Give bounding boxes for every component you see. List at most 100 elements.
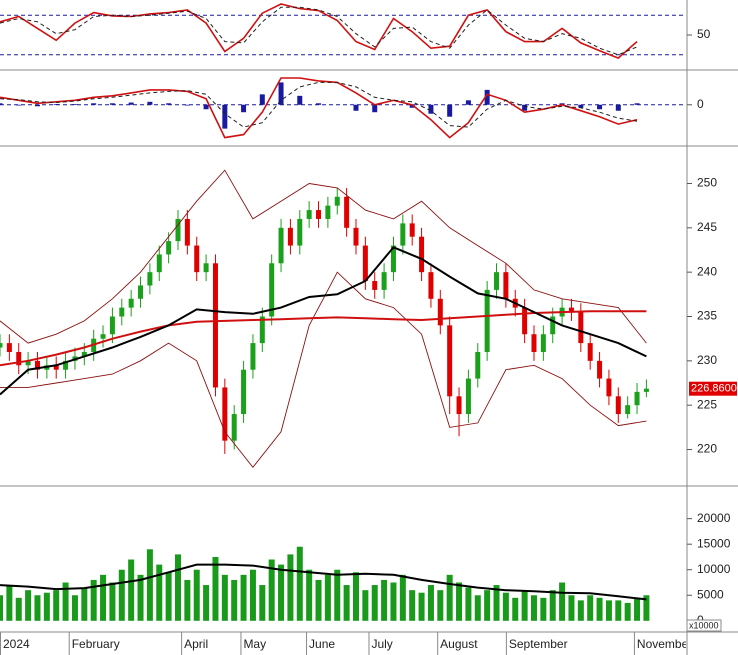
candle-body: [109, 316, 115, 335]
plot-area: 2024 February April May June July August Septem…: [0, 3, 686, 655]
volume-bar: [456, 582, 463, 621]
candle-body: [100, 334, 106, 339]
candle-body: [184, 218, 190, 246]
candle-body: [550, 316, 556, 335]
candle-body: [447, 325, 453, 397]
histogram-bar: [16, 104, 22, 106]
volume-bar: [259, 585, 266, 621]
volume-bar: [315, 579, 322, 621]
volume-bar: [62, 582, 69, 621]
candle-body: [568, 307, 574, 313]
candle-body: [522, 307, 528, 335]
candle-body: [390, 245, 396, 273]
histogram-bar: [0, 103, 3, 105]
candle-body: [400, 223, 406, 246]
histogram-bar: [372, 104, 378, 113]
volume-bar: [100, 574, 107, 621]
volume-bar: [240, 574, 247, 621]
volume-bar: [193, 569, 200, 621]
price-tag: [689, 381, 737, 396]
volume-bar: [53, 590, 60, 621]
volume-bar: [15, 597, 22, 621]
candle-body: [344, 196, 350, 228]
candle-body: [606, 378, 612, 397]
candle-body: [241, 369, 247, 415]
candle-body: [297, 218, 303, 246]
candle-body: [437, 298, 443, 326]
volume-bar: [81, 587, 88, 621]
candle-body: [625, 405, 631, 415]
candle-body: [643, 388, 649, 392]
volume-bar: [577, 600, 584, 621]
series-line: [0, 246, 647, 396]
volume-bar: [90, 579, 97, 621]
candle-body: [597, 360, 603, 379]
volume-bar: [493, 585, 500, 621]
volume-bar: [278, 564, 285, 621]
candle-body: [587, 343, 593, 361]
candle-body: [81, 351, 87, 357]
histogram-bar: [184, 104, 190, 106]
volume-bar: [643, 595, 650, 621]
candle-body: [6, 343, 12, 352]
candle-body: [456, 396, 462, 415]
candle-body: [222, 387, 228, 441]
candle-body: [634, 391, 640, 406]
candle-body: [306, 210, 312, 219]
candle-body: [465, 378, 471, 415]
candle-body: [362, 245, 368, 282]
volume-bar: [165, 572, 172, 621]
volume-bar: [559, 582, 566, 621]
x-tick-label: 2024: [3, 637, 30, 651]
y-tick-label: 230: [697, 353, 717, 367]
volume-bar: [43, 592, 50, 621]
candle-body: [578, 312, 584, 344]
y-tick-label: 15000: [697, 536, 731, 550]
histogram-bar: [484, 89, 490, 105]
volume-bar: [306, 569, 313, 621]
volume-bar: [418, 592, 425, 621]
candle-body: [475, 351, 481, 379]
y-tick-label: 10000: [697, 562, 731, 576]
volume-bar: [268, 559, 275, 621]
series-line: [0, 271, 647, 469]
histogram-bar: [203, 104, 209, 110]
candle-body: [25, 360, 31, 366]
volume-bar: [624, 602, 631, 621]
volume-bar: [352, 572, 359, 621]
volume-bar: [156, 564, 163, 621]
series-line: [0, 6, 638, 56]
y-tick-label: 250: [697, 176, 717, 190]
candle-body: [503, 272, 509, 299]
candle-body: [0, 343, 3, 348]
candle-body: [615, 396, 621, 415]
y-tick-label: 0: [697, 97, 704, 111]
volume-bar: [540, 597, 547, 621]
candle-body: [128, 298, 134, 308]
histogram-bar: [72, 104, 78, 105]
candle-body: [494, 272, 500, 290]
candle-body: [147, 272, 153, 286]
volume-bar: [221, 574, 228, 621]
candle-body: [53, 365, 59, 370]
volume-bar: [146, 549, 153, 621]
candle-body: [175, 218, 181, 242]
histogram-bar: [91, 103, 97, 105]
volume-bar: [474, 595, 481, 621]
volume-bar: [427, 585, 434, 621]
volume-bar: [212, 556, 219, 621]
candle-body: [409, 223, 415, 237]
histogram-bar: [465, 100, 471, 105]
volume-bar: [465, 587, 472, 621]
unit-label: x10000: [689, 620, 719, 630]
volume-bar: [605, 600, 612, 621]
volume-bar: [446, 574, 453, 621]
volume-bar: [296, 546, 303, 621]
candle-body: [325, 205, 331, 219]
y-tick-label: 5000: [697, 587, 724, 601]
candle-body: [250, 343, 256, 370]
y-tick-label: 225: [697, 397, 717, 411]
y-tick-label: 50: [697, 27, 711, 41]
